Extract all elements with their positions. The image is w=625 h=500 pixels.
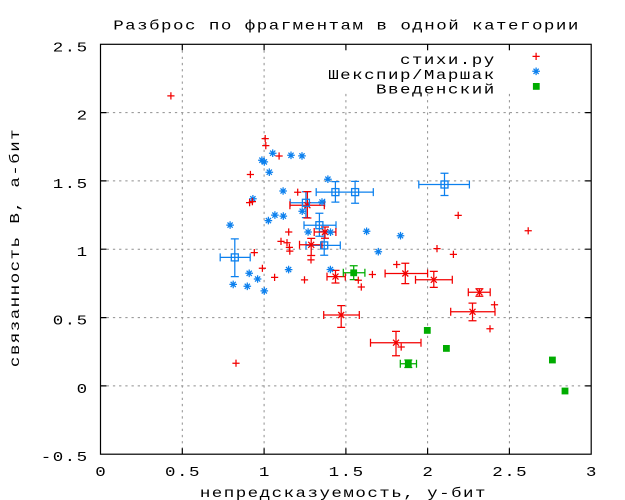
svg-text:1.5: 1.5 (329, 465, 365, 481)
svg-text:Разброс по фрагментам в одной: Разброс по фрагментам в одной категории (113, 18, 580, 34)
svg-text:1.5: 1.5 (53, 176, 89, 192)
svg-text:2: 2 (422, 465, 434, 481)
svg-text:связанность В, а-бит: связанность В, а-бит (8, 128, 24, 367)
svg-text:непредсказуемость, у-бит: непредсказуемость, у-бит (200, 486, 487, 500)
svg-text:0: 0 (95, 465, 107, 481)
svg-text:2.5: 2.5 (492, 465, 528, 481)
svg-text:1: 1 (77, 245, 89, 261)
svg-text:0: 0 (77, 381, 89, 397)
svg-text:-0.5: -0.5 (41, 450, 89, 466)
svg-text:2.5: 2.5 (53, 40, 89, 56)
svg-text:0.5: 0.5 (165, 465, 201, 481)
svg-text:3: 3 (586, 465, 598, 481)
svg-text:1: 1 (259, 465, 271, 481)
svg-text:стихи.ру: стихи.ру (400, 52, 496, 68)
svg-text:2: 2 (77, 108, 89, 124)
svg-text:Шекспир/Маршак: Шекспир/Маршак (328, 67, 496, 83)
svg-text:0.5: 0.5 (53, 313, 89, 329)
svg-text:Введенский: Введенский (376, 82, 496, 98)
